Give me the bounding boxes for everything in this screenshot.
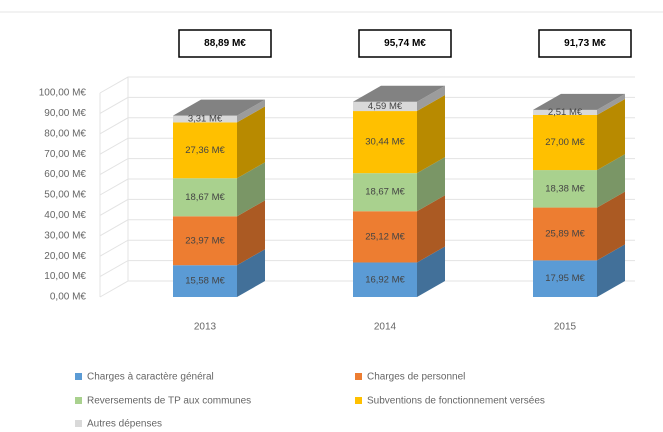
y-tick-label: 10,00 M€ bbox=[44, 271, 86, 282]
bar-segment bbox=[173, 178, 237, 217]
value-label: 18,38 M€ bbox=[545, 183, 585, 194]
legend-label: Autres dépenses bbox=[87, 419, 162, 430]
bar-top bbox=[353, 85, 445, 102]
value-label: 25,89 M€ bbox=[545, 228, 585, 239]
bar-side bbox=[237, 162, 265, 217]
bar-segment bbox=[173, 115, 237, 123]
x-tick-label: 2015 bbox=[554, 322, 577, 333]
total-box bbox=[178, 29, 272, 58]
bar-segment bbox=[533, 207, 597, 261]
value-label: 17,95 M€ bbox=[545, 273, 585, 284]
bar-side bbox=[597, 191, 625, 261]
y-tick-label: 80,00 M€ bbox=[44, 128, 86, 139]
value-label: 27,36 M€ bbox=[185, 145, 225, 156]
value-label: 18,67 M€ bbox=[365, 187, 405, 198]
x-tick-label: 2013 bbox=[194, 322, 217, 333]
y-tick-label: 40,00 M€ bbox=[44, 210, 86, 221]
legend-label: Reversements de TP aux communes bbox=[87, 396, 251, 407]
total-label: 95,74 M€ bbox=[384, 38, 426, 49]
bar-side bbox=[237, 99, 265, 123]
legend-label: Subventions de fonctionnement versées bbox=[367, 396, 545, 407]
bar-side bbox=[237, 200, 265, 266]
bar-side bbox=[417, 95, 445, 174]
value-label: 30,44 M€ bbox=[365, 137, 405, 148]
y-tick-label: 30,00 M€ bbox=[44, 230, 86, 241]
bar-side bbox=[237, 106, 265, 179]
y-tick-label: 100,00 M€ bbox=[39, 88, 87, 99]
bar-side bbox=[417, 85, 445, 112]
legend-label: Charges à caractère général bbox=[87, 372, 214, 383]
bar-top bbox=[173, 99, 265, 116]
x-tick-label: 2014 bbox=[374, 322, 397, 333]
value-label: 2,51 M€ bbox=[548, 107, 583, 118]
value-label: 16,92 M€ bbox=[365, 274, 405, 285]
value-label: 4,59 M€ bbox=[368, 101, 403, 112]
legend-label: Charges de personnel bbox=[367, 372, 465, 383]
legend-swatch bbox=[75, 373, 82, 380]
bar-segment bbox=[533, 260, 597, 297]
value-label: 25,12 M€ bbox=[365, 231, 405, 242]
total-label: 91,73 M€ bbox=[564, 38, 606, 49]
bar-top bbox=[533, 93, 625, 110]
legend-swatch bbox=[355, 373, 362, 380]
y-tick-label: 70,00 M€ bbox=[44, 149, 86, 160]
value-label: 18,67 M€ bbox=[185, 192, 225, 203]
bar-segment bbox=[353, 101, 417, 112]
bar-side bbox=[237, 249, 265, 297]
value-label: 27,00 M€ bbox=[545, 137, 585, 148]
total-box bbox=[358, 29, 452, 58]
bar-segment bbox=[173, 216, 237, 266]
bar-side bbox=[597, 98, 625, 171]
legend-swatch bbox=[75, 420, 82, 427]
bar-side bbox=[417, 157, 445, 212]
bar-side bbox=[417, 195, 445, 263]
bar-side bbox=[597, 154, 625, 208]
y-tick-label: 20,00 M€ bbox=[44, 251, 86, 262]
bar-segment bbox=[353, 211, 417, 263]
total-box bbox=[538, 29, 632, 58]
bar-segment bbox=[353, 173, 417, 212]
y-tick-label: 0,00 M€ bbox=[50, 292, 87, 303]
y-tick-label: 90,00 M€ bbox=[44, 108, 86, 119]
y-tick-label: 50,00 M€ bbox=[44, 190, 86, 201]
bar-segment bbox=[533, 114, 597, 171]
y-tick-label: 60,00 M€ bbox=[44, 169, 86, 180]
bar-segment bbox=[533, 109, 597, 115]
bar-segment bbox=[173, 122, 237, 179]
value-label: 3,31 M€ bbox=[188, 114, 223, 125]
bar-segment bbox=[173, 265, 237, 297]
bar-side bbox=[597, 244, 625, 297]
value-label: 23,97 M€ bbox=[185, 235, 225, 246]
total-label: 88,89 M€ bbox=[204, 38, 246, 49]
bar-segment bbox=[533, 170, 597, 208]
bar-segment bbox=[353, 262, 417, 297]
legend-swatch bbox=[355, 397, 362, 404]
bar-segment bbox=[353, 111, 417, 174]
value-label: 15,58 M€ bbox=[185, 276, 225, 287]
legend-swatch bbox=[75, 397, 82, 404]
bar-side bbox=[417, 246, 445, 297]
bar-side bbox=[597, 93, 625, 115]
